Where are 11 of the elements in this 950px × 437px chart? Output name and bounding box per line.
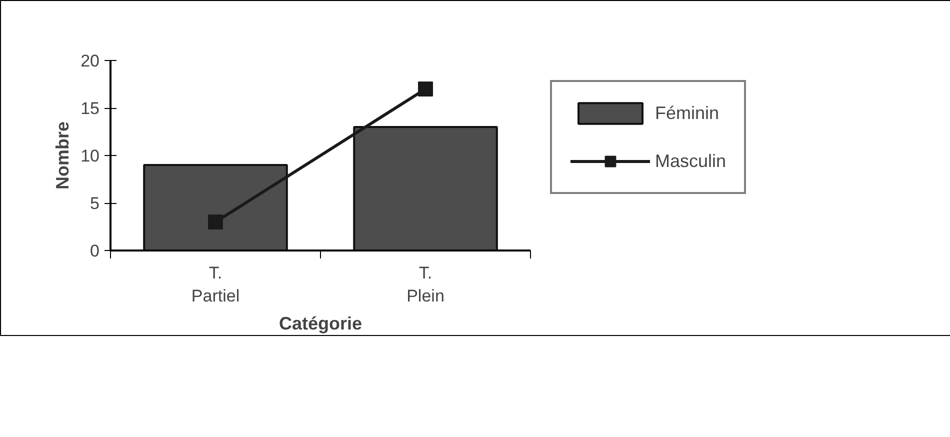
y-tick-label: 15 bbox=[80, 99, 100, 118]
y-tick-label: 10 bbox=[80, 146, 100, 166]
y-tick-label: 5 bbox=[90, 194, 100, 213]
x-axis-title: Catégorie bbox=[278, 313, 362, 334]
legend-label: Masculin bbox=[655, 150, 726, 172]
y-axis-title: Nombre bbox=[52, 121, 73, 190]
y-tick-label: 0 bbox=[90, 242, 100, 260]
x-tick-label: T. Partiel bbox=[191, 264, 240, 306]
legend-label: Féminin bbox=[655, 102, 720, 124]
x-tick-label: T. Plein bbox=[406, 264, 444, 306]
y-tick-label: 20 bbox=[80, 52, 100, 70]
